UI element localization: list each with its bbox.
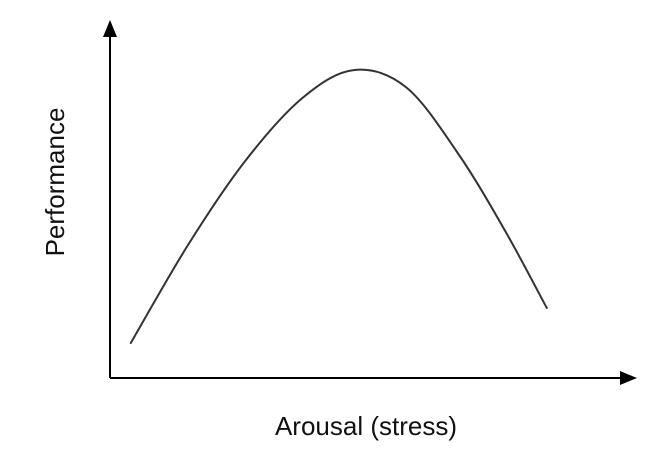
y-axis-arrowhead — [103, 20, 117, 37]
x-axis-label: Arousal (stress) — [275, 411, 457, 441]
performance-curve — [129, 68, 548, 344]
y-axis-label: Performance — [40, 108, 70, 257]
x-axis-arrowhead — [620, 371, 637, 385]
plot-area — [103, 20, 637, 385]
